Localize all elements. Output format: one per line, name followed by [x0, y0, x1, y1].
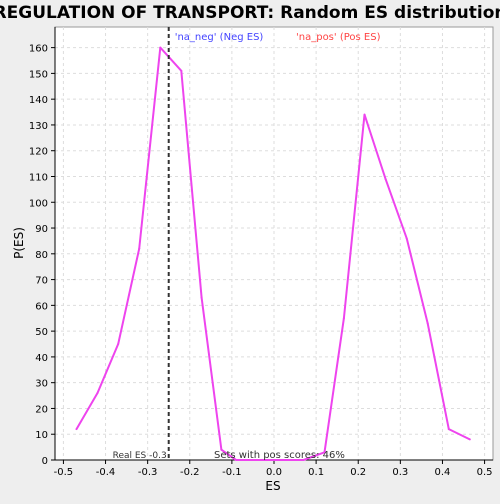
- x-tick-label: -0.4: [96, 467, 116, 478]
- data-point: [342, 317, 345, 320]
- series-layer: [75, 46, 471, 461]
- x-tick-label: 0.3: [392, 467, 408, 478]
- data-point: [75, 428, 78, 431]
- y-tick-label: 30: [35, 379, 48, 390]
- y-tick-label: 130: [29, 121, 48, 132]
- data-point: [302, 459, 305, 461]
- x-tick-label: -0.3: [138, 467, 158, 478]
- data-point: [447, 428, 450, 431]
- data-point: [200, 296, 203, 299]
- x-tick-label: 0.5: [477, 467, 493, 478]
- legend-pos-es: 'na_pos' (Pos ES): [296, 32, 381, 43]
- real-es-label: Real ES -0.3: [113, 451, 167, 461]
- annotation-layer: Real ES -0.3 'na_neg' (Neg ES) 'na_pos' (P…: [113, 27, 381, 461]
- data-point: [405, 237, 408, 240]
- data-point: [323, 451, 326, 454]
- data-point: [159, 46, 162, 49]
- y-tick-label: 150: [29, 69, 48, 80]
- x-tick-label: -0.2: [180, 467, 200, 478]
- y-tick-label: 80: [35, 250, 48, 261]
- y-tick-label: 90: [35, 224, 48, 235]
- y-tick-label: 0: [42, 456, 48, 467]
- y-tick-label: 50: [35, 327, 48, 338]
- y-tick-label: 20: [35, 404, 48, 415]
- data-point: [138, 247, 141, 250]
- y-tick-label: 10: [35, 430, 48, 441]
- axes: 0 10 20 30 40 50 60 70 80 90 100 110 120 130 140 150 160…: [29, 27, 493, 478]
- data-point: [384, 178, 387, 181]
- y-axis-label: P(ES): [12, 227, 26, 259]
- data-point: [96, 391, 99, 394]
- data-point: [426, 322, 429, 325]
- data-point: [117, 343, 120, 346]
- y-tick-label: 40: [35, 353, 48, 364]
- data-point: [180, 69, 183, 72]
- y-tick-label: 160: [29, 44, 48, 55]
- grid: [55, 27, 493, 461]
- legend-neg-es: 'na_neg' (Neg ES): [175, 32, 264, 43]
- x-axis-label: ES: [265, 479, 280, 493]
- x-tick-label: -0.5: [54, 467, 74, 478]
- data-point: [235, 459, 238, 461]
- y-tick-label: 110: [29, 172, 48, 183]
- x-tick-label: -0.1: [222, 467, 242, 478]
- chart-title: REGULATION OF TRANSPORT: Random ES distr…: [0, 3, 500, 23]
- y-tick-label: 70: [35, 276, 48, 287]
- y-tick-label: 100: [29, 198, 48, 209]
- x-tick-label: 0.1: [308, 467, 324, 478]
- y-tick-label: 140: [29, 95, 48, 106]
- pos-scores-annotation: Sets with pos scores: 46%: [214, 450, 345, 461]
- x-tick-label: 0.0: [266, 467, 282, 478]
- data-point: [363, 113, 366, 116]
- x-tick-label: 0.4: [435, 467, 451, 478]
- y-tick-label: 60: [35, 301, 48, 312]
- data-point: [220, 448, 223, 451]
- data-point: [468, 438, 471, 441]
- data-point: [273, 459, 275, 461]
- x-tick-label: 0.2: [350, 467, 366, 478]
- y-tick-label: 120: [29, 147, 48, 158]
